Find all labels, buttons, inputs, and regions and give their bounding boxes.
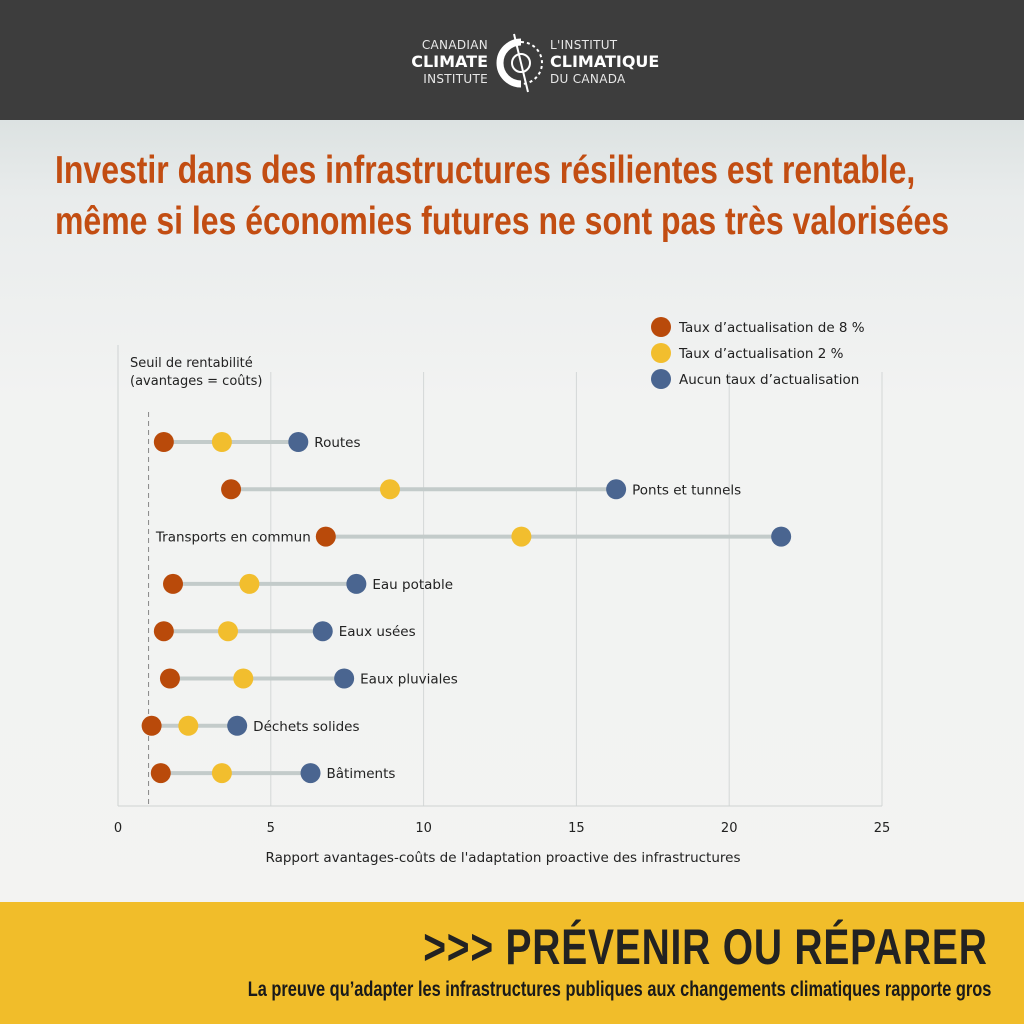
data-point: [141, 715, 162, 736]
data-point: [312, 621, 333, 642]
data-point: [163, 573, 184, 594]
x-tick-label: 10: [415, 821, 432, 836]
logo-text: CANADIAN: [421, 38, 488, 52]
data-point: [288, 432, 309, 452]
logo-text: INSTITUTE: [423, 72, 488, 86]
category-label: Eaux pluviales: [360, 672, 458, 688]
page-title: Investir dans des infrastructures résili…: [55, 149, 950, 243]
data-point: [211, 763, 232, 784]
x-axis-label: Rapport avantages-coûts de l'adaptation …: [266, 850, 741, 866]
x-tick-label: 20: [721, 821, 738, 836]
data-point: [606, 479, 627, 500]
chart: 0 5 10 15 20 25 Seuil de rentabilité (avantages…: [114, 317, 891, 866]
category-label: Eau potable: [372, 577, 453, 593]
data-point: [346, 573, 367, 594]
logo: CANADIAN CLIMATE INSTITUTE L'INSTITUT CL…: [404, 33, 664, 93]
category-label: Transports en commun: [155, 530, 311, 546]
data-point: [218, 621, 239, 642]
data-point: [221, 479, 242, 500]
category-label: Ponts et tunnels: [632, 482, 741, 498]
x-tick-label: 25: [874, 821, 891, 836]
data-point: [153, 432, 174, 452]
data-point: [771, 526, 792, 547]
data-point: [153, 621, 174, 642]
data-point: [178, 715, 199, 736]
footer-banner: >>> PRÉVENIR OU RÉPARER La preuve qu’ada…: [0, 902, 1024, 1024]
legend-marker: [651, 343, 671, 363]
category-label: Bâtiments: [327, 766, 396, 782]
header: CANADIAN CLIMATE INSTITUTE L'INSTITUT CL…: [0, 0, 1024, 120]
data-point: [334, 668, 355, 689]
legend-label: Taux d’actualisation 2 %: [678, 346, 844, 362]
data-point: [227, 715, 248, 736]
category-label: Eaux usées: [339, 624, 416, 640]
legend-label: Taux d’actualisation de 8 %: [678, 320, 865, 336]
break-even-label: Seuil de rentabilité: [130, 356, 253, 371]
break-even-label: (avantages = coûts): [130, 374, 262, 389]
data-point: [233, 668, 254, 689]
x-tick-label: 15: [568, 821, 585, 836]
logo-text: L'INSTITUT: [550, 38, 618, 52]
logo-text: CLIMATE: [411, 52, 488, 71]
legend-marker: [651, 317, 671, 337]
logo-emblem-icon: [496, 33, 543, 93]
footer-headline: >>> PRÉVENIR OU RÉPARER: [423, 919, 988, 975]
logo-text: CLIMATIQUE: [550, 52, 660, 71]
data-point: [379, 479, 400, 500]
x-tick-label: 5: [267, 821, 275, 836]
data-point: [211, 432, 232, 452]
data-point: [511, 526, 532, 547]
logo-text: DU CANADA: [550, 72, 626, 86]
data-point: [159, 668, 180, 689]
legend-marker: [651, 369, 671, 389]
data-point: [300, 763, 321, 784]
category-label: Routes: [314, 435, 360, 451]
data-point: [150, 763, 171, 784]
data-point: [239, 573, 260, 594]
legend-label: Aucun taux d’actualisation: [679, 372, 859, 388]
x-tick-label: 0: [114, 821, 122, 836]
data-point: [315, 526, 336, 547]
category-label: Déchets solides: [253, 719, 359, 735]
footer-subtitle: La preuve qu’adapter les infrastructures…: [247, 978, 991, 1001]
